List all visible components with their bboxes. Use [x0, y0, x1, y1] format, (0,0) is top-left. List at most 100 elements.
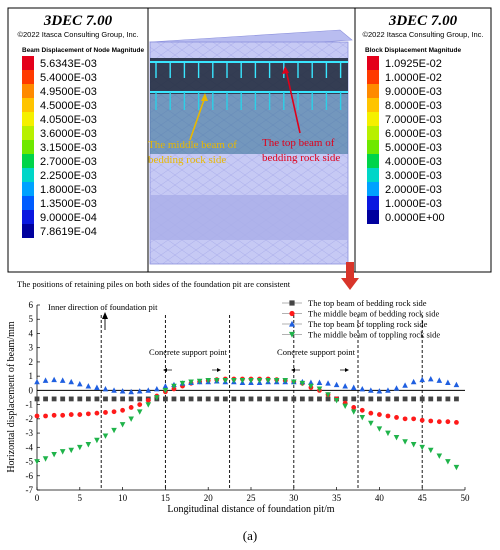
data-point — [368, 387, 374, 393]
data-point — [34, 413, 40, 419]
model-render: The middle beam of bedding rock side The… — [148, 29, 353, 265]
x-tick-label: 20 — [204, 493, 214, 503]
data-point — [119, 422, 126, 428]
data-point — [308, 383, 314, 390]
block-legend-title: Block Displacement Magnitude — [365, 47, 461, 54]
data-point — [316, 386, 323, 392]
data-point — [419, 444, 425, 451]
data-point — [51, 412, 57, 418]
block-legend-value: 4.0000E-03 — [385, 156, 442, 168]
data-point — [111, 396, 117, 402]
data-point — [51, 376, 57, 383]
data-point — [385, 387, 391, 393]
data-point — [85, 442, 92, 448]
y-tick-label: -6 — [26, 471, 34, 481]
data-point — [85, 411, 91, 417]
beam-legend-scale: 5.6343E-03 5.4000E-03 4.9500E-03 4.5000E-03… — [22, 56, 97, 238]
data-point — [273, 378, 280, 384]
x-tick-label: 0 — [35, 493, 40, 503]
data-point — [77, 412, 83, 417]
data-point — [137, 396, 143, 402]
data-point — [419, 417, 425, 423]
beam-legend-swatch — [22, 196, 34, 210]
beam-legend-swatch — [22, 168, 34, 182]
data-point — [411, 416, 417, 422]
annotation-top-line2: bedding rock side — [262, 152, 340, 164]
data-point — [359, 407, 365, 413]
data-point — [402, 439, 408, 445]
x-axis-label: Longitudinal distance of foundation pit/… — [167, 504, 334, 515]
beam-legend-value: 1.3500E-03 — [40, 198, 97, 210]
data-point — [34, 396, 40, 402]
block-legend-value: 1.0925E-02 — [385, 58, 442, 70]
beam-legend-swatch — [22, 84, 34, 98]
block-legend-swatch — [367, 84, 379, 98]
x-tick-label: 25 — [247, 493, 257, 503]
data-point — [368, 420, 374, 427]
data-point — [350, 384, 357, 390]
y-axis-label: Horizontal displacement of beam/mm — [6, 321, 17, 473]
data-point — [145, 387, 152, 393]
block-legend-value: 3.0000E-03 — [385, 170, 442, 182]
x-tick-label: 50 — [461, 493, 471, 503]
data-point — [299, 396, 305, 402]
legend-marker — [289, 310, 295, 317]
data-point — [85, 396, 91, 402]
data-point — [85, 383, 92, 389]
data-point — [351, 396, 357, 402]
data-point — [402, 416, 408, 422]
beam-legend-swatch — [22, 210, 34, 224]
block-legend-swatch — [367, 196, 379, 210]
data-point — [111, 427, 117, 434]
x-tick-label: 35 — [332, 493, 342, 503]
transition-arrowhead — [341, 278, 359, 290]
legend-label: The middle beam of bedding rock side — [308, 309, 439, 319]
data-point — [51, 452, 57, 458]
beam-legend-swatch — [22, 182, 34, 196]
data-point — [445, 379, 451, 385]
block-legend-value: 9.0000E-03 — [385, 86, 442, 98]
data-point — [77, 444, 83, 451]
block-legend-value: 6.0000E-03 — [385, 128, 442, 140]
data-point — [145, 402, 152, 408]
block-legend-swatch — [367, 70, 379, 84]
data-point — [436, 419, 442, 425]
data-point — [291, 396, 297, 402]
figure-caption: (a) — [243, 528, 257, 543]
data-point — [325, 392, 331, 398]
inner-direction-arrowhead — [102, 312, 108, 319]
data-point — [111, 387, 117, 393]
data-point — [222, 396, 228, 402]
data-point — [248, 378, 254, 384]
data-point — [231, 396, 237, 402]
data-point — [120, 407, 125, 413]
data-point — [231, 378, 237, 384]
x-tick-label: 10 — [118, 493, 128, 503]
data-point — [42, 377, 49, 383]
block-legend-value: 8.0000E-03 — [385, 100, 442, 112]
support-arrows — [163, 368, 349, 372]
data-point — [180, 396, 185, 402]
block-legend-value: 7.0000E-03 — [385, 114, 442, 126]
data-point — [154, 395, 160, 401]
data-point — [60, 412, 66, 418]
block-legend-value: 1.0000E-03 — [385, 198, 442, 210]
data-point — [77, 396, 83, 402]
data-point — [102, 433, 109, 439]
block-legend-swatch — [367, 168, 379, 182]
data-point — [111, 409, 117, 415]
data-point — [359, 396, 365, 402]
support-point-label-1: Concrete support point — [149, 347, 228, 357]
data-point — [368, 410, 374, 416]
data-point — [419, 396, 425, 402]
data-point — [428, 418, 434, 424]
beam-legend-value: 2.2500E-03 — [40, 170, 97, 182]
data-point — [308, 396, 314, 402]
beam-legend: 3DEC 7.00 ©2022 Itasca Consulting Group,… — [17, 13, 144, 238]
data-point — [256, 378, 263, 384]
block-legend-swatch — [367, 112, 379, 126]
data-point — [316, 379, 323, 385]
beam-legend-swatch — [22, 140, 34, 154]
